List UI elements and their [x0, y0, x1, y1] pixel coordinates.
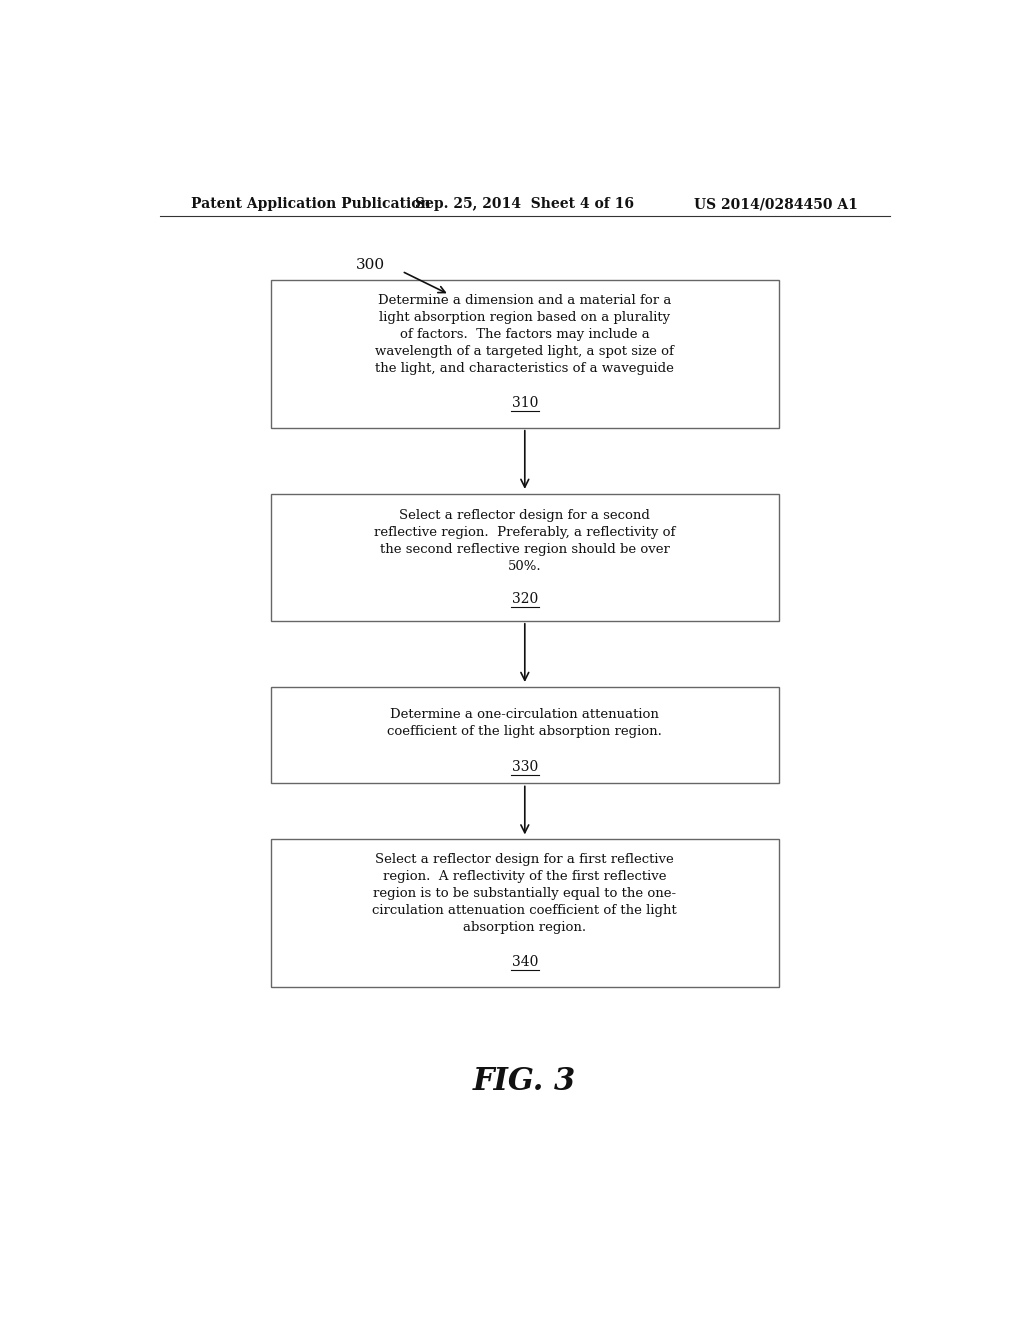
- Text: 330: 330: [512, 760, 538, 774]
- FancyBboxPatch shape: [270, 840, 779, 987]
- Text: Select a reflector design for a second
reflective region.  Preferably, a reflect: Select a reflector design for a second r…: [374, 508, 676, 573]
- Text: Sep. 25, 2014  Sheet 4 of 16: Sep. 25, 2014 Sheet 4 of 16: [416, 197, 634, 211]
- Text: Determine a one-circulation attenuation
coefficient of the light absorption regi: Determine a one-circulation attenuation …: [387, 708, 663, 738]
- Text: US 2014/0284450 A1: US 2014/0284450 A1: [694, 197, 858, 211]
- FancyBboxPatch shape: [270, 280, 779, 428]
- Text: 310: 310: [512, 396, 538, 409]
- FancyBboxPatch shape: [270, 494, 779, 620]
- Text: 340: 340: [512, 954, 538, 969]
- Text: FIG. 3: FIG. 3: [473, 1065, 577, 1097]
- FancyBboxPatch shape: [270, 686, 779, 784]
- Text: 300: 300: [355, 259, 385, 272]
- Text: Determine a dimension and a material for a
light absorption region based on a pl: Determine a dimension and a material for…: [376, 294, 674, 375]
- Text: Patent Application Publication: Patent Application Publication: [191, 197, 431, 211]
- Text: 320: 320: [512, 593, 538, 606]
- Text: Select a reflector design for a first reflective
region.  A reflectivity of the : Select a reflector design for a first re…: [373, 854, 677, 935]
